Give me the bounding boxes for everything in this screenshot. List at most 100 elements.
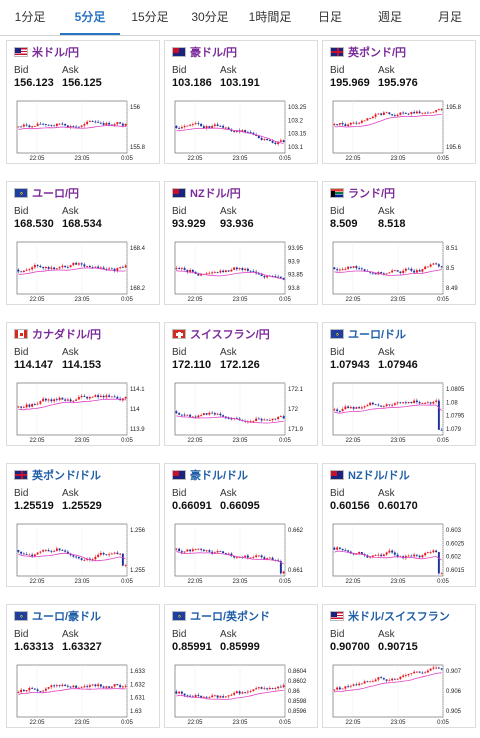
- currency-pair-card[interactable]: カナダドル/円 Bid Ask 114.147 114.153 22:05 23:05 0:0…: [6, 322, 160, 446]
- currency-pair-card[interactable]: ユーロ/ドル Bid Ask 1.07943 1.07946 22:05 23:05 0:05…: [322, 322, 476, 446]
- x-tick-label: 0:05: [121, 579, 133, 584]
- candle-body: [371, 402, 374, 405]
- x-tick-label: 23:05: [74, 156, 90, 161]
- candle-body: [260, 687, 263, 689]
- candle-body: [263, 275, 266, 278]
- candle-body: [213, 695, 216, 697]
- eu-flag-icon: [14, 188, 28, 198]
- chart-area[interactable]: 22:05 23:05 0:05 8.51 8.5 8.49: [331, 238, 471, 302]
- candle-body: [17, 126, 20, 128]
- bid-label: Bid: [14, 347, 29, 358]
- pair-name[interactable]: 豪ドル/円: [190, 47, 238, 59]
- candle-body: [55, 268, 58, 270]
- pair-name[interactable]: 米ドル/スイスフラン: [348, 611, 450, 623]
- currency-pair-card[interactable]: ユーロ/円 Bid Ask 168.530 168.534 22:05 23:05 0:05 1…: [6, 181, 160, 305]
- candle-body: [377, 677, 380, 680]
- currency-pair-card[interactable]: NZドル/ドル Bid Ask 0.60156 0.60170 22:05 23:05 0:0…: [322, 463, 476, 587]
- chart-area[interactable]: 22:05 23:05 0:05 168.4 168.2: [15, 238, 155, 302]
- candle-body: [50, 267, 53, 269]
- candle-body: [108, 686, 111, 688]
- currency-pair-card[interactable]: ランド/円 Bid Ask 8.509 8.518 22:05 23:05 0:05 8.51 8…: [322, 181, 476, 305]
- candle-body: [105, 122, 108, 125]
- chart-area[interactable]: 22:05 23:05 0:05 156 155.8: [15, 97, 155, 161]
- candle-body: [61, 397, 64, 400]
- candle-body: [124, 564, 127, 566]
- au-flag-icon: [172, 47, 186, 57]
- ask-value: 172.126: [220, 359, 260, 371]
- chart-area[interactable]: 22:05 23:05 0:05 114.1 114 113.9: [15, 379, 155, 443]
- currency-pair-card[interactable]: 英ポンド/円 Bid Ask 195.969 195.976 22:05 23:05 0:05…: [322, 40, 476, 164]
- chart-area[interactable]: 22:05 23:05 0:05 0.603 0.6025 0.602 0.6015: [331, 520, 471, 584]
- candle-body: [424, 672, 427, 674]
- candle-body: [396, 402, 399, 404]
- candle-body: [25, 554, 28, 555]
- tab-timeframe[interactable]: 15分足: [131, 10, 169, 24]
- candle-body: [113, 552, 116, 554]
- candle-body: [415, 111, 418, 114]
- tab-timeframe[interactable]: 週足: [377, 10, 402, 24]
- tab-timeframe[interactable]: 5分足: [60, 0, 120, 35]
- y-tick-label: 0.8596: [288, 709, 307, 715]
- currency-pair-card[interactable]: 米ドル/スイスフラン Bid Ask 0.90700 0.90715 22:05 23:05…: [322, 604, 476, 728]
- candle-body: [410, 673, 413, 675]
- pair-name[interactable]: カナダドル/円: [32, 329, 102, 341]
- currency-pair-card[interactable]: ユーロ/英ポンド Bid Ask 0.85991 0.85999 22:05 23:05 0:…: [164, 604, 318, 728]
- pair-name[interactable]: スイスフラン/円: [190, 329, 270, 341]
- pair-name[interactable]: 英ポンド/円: [348, 47, 407, 59]
- tab-timeframe[interactable]: 1分足: [14, 10, 46, 24]
- candle-body: [50, 685, 53, 688]
- tab-timeframe[interactable]: 30分足: [191, 10, 229, 24]
- candle-body: [72, 400, 75, 402]
- currency-pair-card[interactable]: 豪ドル/ドル Bid Ask 0.66091 0.66095 22:05 23:05 0:05…: [164, 463, 318, 587]
- chart-area[interactable]: 22:05 23:05 0:05 1.633 1.632 1.631 1.63: [15, 661, 155, 725]
- chart-area[interactable]: 22:05 23:05 0:05 172.1 172 171.9: [173, 379, 313, 443]
- bid-label: Bid: [330, 65, 345, 76]
- pair-name[interactable]: ユーロ/円: [32, 188, 80, 200]
- chart-area[interactable]: 22:05 23:05 0:05 0.8604 0.8602 0.86 0.8598 0.85…: [173, 661, 313, 725]
- candle-body: [355, 684, 358, 686]
- tab-timeframe[interactable]: 1時間足: [248, 10, 292, 24]
- chart-area[interactable]: 22:05 23:05 0:05 1.256 1.255: [15, 520, 155, 584]
- candle-body: [22, 407, 25, 409]
- candle-body: [108, 395, 111, 397]
- candle-body: [393, 678, 396, 680]
- candle-body: [391, 550, 394, 553]
- pair-name[interactable]: NZドル/円: [190, 188, 241, 200]
- chart-area[interactable]: 22:05 23:05 0:05 195.8 195.6: [331, 97, 471, 161]
- chart-area[interactable]: 22:05 23:05 0:05 0.907 0.906 0.905: [331, 661, 471, 725]
- candle-body: [404, 402, 407, 404]
- pair-name[interactable]: 米ドル/円: [32, 47, 80, 59]
- candle-body: [440, 668, 443, 670]
- currency-pair-card[interactable]: ユーロ/豪ドル Bid Ask 1.63313 1.63327 22:05 23:05 0:0…: [6, 604, 160, 728]
- currency-pair-card[interactable]: 豪ドル/円 Bid Ask 103.186 103.191 22:05 23:05 0:05 1…: [164, 40, 318, 164]
- currency-pair-card[interactable]: NZドル/円 Bid Ask 93.929 93.936 22:05 23:05 0:05 93…: [164, 181, 318, 305]
- currency-pair-card[interactable]: 米ドル/円 Bid Ask 156.123 156.125 22:05 23:05 0:05 1…: [6, 40, 160, 164]
- price-chart: 22:05 23:05 0:05 1.633 1.632 1.631 1.63: [16, 664, 146, 725]
- ask-value: 0.66095: [220, 500, 260, 512]
- chart-area[interactable]: 22:05 23:05 0:05 1.0805 1.08 1.0795 1.079: [331, 379, 471, 443]
- currency-pair-card[interactable]: スイスフラン/円 Bid Ask 172.110 172.126 22:05 23:05 0:…: [164, 322, 318, 446]
- candle-body: [189, 269, 192, 272]
- chart-area[interactable]: 22:05 23:05 0:05 0.662 0.661: [173, 520, 313, 584]
- currency-pair-card[interactable]: 英ポンド/ドル Bid Ask 1.25519 1.25529 22:05 23:05 0:0…: [6, 463, 160, 587]
- candle-body: [437, 109, 440, 111]
- candle-body: [31, 126, 34, 128]
- tab-timeframe[interactable]: 月足: [437, 10, 462, 24]
- candle-body: [404, 268, 407, 271]
- pair-name[interactable]: 豪ドル/ドル: [190, 470, 249, 482]
- chart-area[interactable]: 22:05 23:05 0:05 103.25 103.2 103.15 103.1: [173, 97, 313, 161]
- chart-area[interactable]: 22:05 23:05 0:05 93.95 93.9 93.85 93.8: [173, 238, 313, 302]
- candle-body: [94, 121, 97, 123]
- candle-body: [58, 548, 61, 551]
- pair-name[interactable]: ランド/円: [348, 188, 396, 200]
- candle-body: [235, 418, 238, 419]
- pair-name[interactable]: 英ポンド/ドル: [32, 470, 102, 482]
- pair-name[interactable]: ユーロ/豪ドル: [32, 611, 102, 623]
- tab-timeframe[interactable]: 日足: [317, 10, 342, 24]
- candle-body: [347, 266, 350, 269]
- candle-body: [36, 689, 39, 691]
- pair-name[interactable]: ユーロ/英ポンド: [190, 611, 271, 623]
- pair-name[interactable]: NZドル/ドル: [348, 470, 410, 482]
- candle-body: [230, 129, 233, 132]
- pair-name[interactable]: ユーロ/ドル: [348, 329, 407, 341]
